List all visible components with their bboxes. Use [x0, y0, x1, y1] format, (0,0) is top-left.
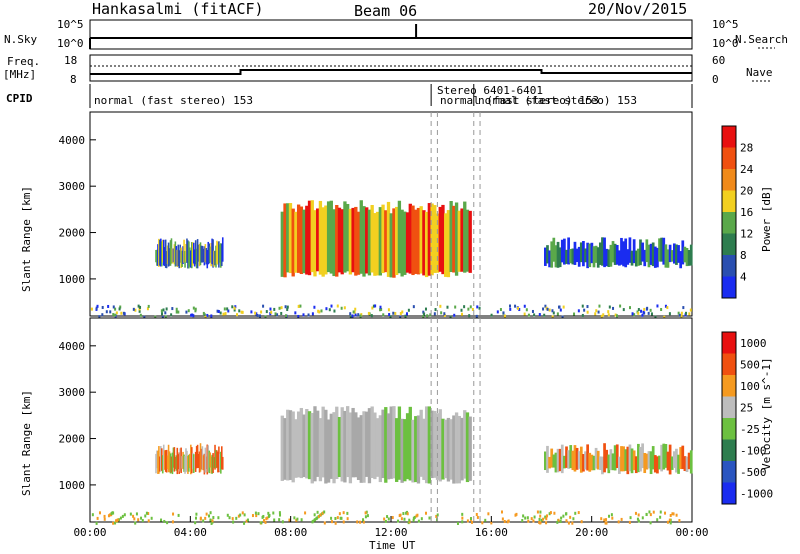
power-colorbar-seg-3: [722, 233, 736, 255]
xtick-label-2: 08:00: [274, 526, 307, 539]
power-colorbar-seg-5: [722, 190, 736, 212]
velocity-ytick-label-1000: 1000: [59, 479, 86, 492]
power-echo-region-2: [280, 200, 472, 278]
velocity-ytick-label-3000: 3000: [59, 386, 86, 399]
xtick-label-4: 16:00: [475, 526, 508, 539]
power-colorbar-seg-7: [722, 147, 736, 169]
freq-tick-bottom: 8: [70, 73, 77, 86]
x-axis-title: Time UT: [369, 539, 416, 552]
power-colorbar-frame: [721, 125, 737, 299]
freq-panel: [89, 54, 693, 82]
nsearch-label: N.Search: [735, 33, 788, 46]
velocity-colorbar-seg-5: [722, 396, 736, 418]
xtick-label-5: 20:00: [575, 526, 608, 539]
power-colorbar-tick-5: 20: [740, 185, 753, 198]
power-colorbar-seg-1: [722, 276, 736, 298]
velocity-colorbar-seg-1: [722, 482, 736, 504]
velocity-colorbar-tick-5: -25: [740, 423, 760, 436]
cpid-label-1: normal (fast stereo) 153: [94, 94, 253, 107]
velocity-echo-region-3: [544, 443, 693, 475]
freq-unit-label: [MHz]: [3, 68, 37, 81]
colorbar-title-velocity: Velocity [m s^-1]: [760, 357, 773, 470]
cpid-label-4: normal (fast stereo) 153: [478, 94, 637, 107]
power-colorbar-seg-6: [722, 169, 736, 191]
nsearch-tick-bottom: 10^0: [712, 37, 739, 50]
nave-tick-bottom: 0: [712, 73, 719, 86]
velocity-colorbar-tick-8: -1000: [740, 487, 773, 500]
velocity-ytick-label-4000: 4000: [59, 340, 86, 353]
velocity-colorbar-seg-4: [722, 418, 736, 440]
freq-trace: [90, 69, 692, 75]
velocity-colorbar-seg-8: [722, 332, 736, 354]
velocity-colorbar-tick-3: 100: [740, 380, 760, 393]
xtick-label-6: 00:00: [675, 526, 708, 539]
freq-tick-top: 18: [64, 54, 78, 67]
power-colorbar-tick-2: 8: [740, 249, 747, 262]
power-colorbar-seg-2: [722, 255, 736, 277]
velocity-colorbar-seg-2: [722, 461, 736, 483]
velocity-echo-region-2: [280, 406, 472, 484]
date-title: 20/Nov/2015: [588, 0, 688, 18]
station-title: Hankasalmi (fitACF): [92, 0, 264, 18]
y-axis-title-power: Slant Range [km]: [20, 186, 33, 292]
velocity-colorbar-tick-4: 25: [740, 401, 753, 414]
power-colorbar-tick-1: 4: [740, 271, 747, 284]
velocity-near-range-echoes: [91, 510, 681, 525]
power-near-range-echoes: [90, 304, 692, 319]
power-colorbar-tick-4: 16: [740, 206, 753, 219]
power-echo-region-3: [544, 237, 693, 269]
velocity-echo-region-1: [155, 443, 224, 475]
power-ytick-label-2000: 2000: [59, 227, 86, 240]
velocity-colorbar-seg-7: [722, 353, 736, 375]
power-colorbar-tick-6: 24: [740, 163, 754, 176]
cpid-label: CPID: [6, 92, 33, 105]
power-ytick-label-3000: 3000: [59, 180, 86, 193]
power-colorbar-tick-7: 28: [740, 142, 753, 155]
beam-title: Beam 06: [354, 2, 418, 20]
power-ytick-label-1000: 1000: [59, 273, 86, 286]
cpid-label-3: normal (fast stereo) 153: [440, 94, 599, 107]
velocity-colorbar-tick-7: -500: [740, 466, 767, 479]
velocity-colorbar-tick-6: -100: [740, 444, 767, 457]
power-echo-region-1: [155, 237, 224, 269]
freq-label: Freq.: [7, 55, 41, 68]
nsky-tick-bottom: 10^0: [57, 37, 84, 50]
velocity-colorbar-seg-3: [722, 439, 736, 461]
nsky-panel: [89, 19, 693, 50]
power-colorbar-seg-4: [722, 212, 736, 234]
power-colorbar-seg-8: [722, 126, 736, 148]
nave-tick-top: 60: [712, 54, 726, 67]
xtick-label-3: 12:00: [374, 526, 407, 539]
cpid-label-2: Stereo 6401-6401: [437, 84, 543, 97]
nsearch-tick-top: 10^5: [712, 18, 739, 31]
velocity-colorbar-tick-2: 500: [740, 358, 760, 371]
velocity-colorbar-tick-1: 1000: [740, 337, 767, 350]
velocity-colorbar-frame: [721, 331, 737, 505]
velocity-colorbar-seg-6: [722, 375, 736, 397]
velocity-ytick-label-2000: 2000: [59, 433, 86, 446]
nsky-tick-top: 10^5: [57, 18, 84, 31]
y-axis-title-velocity: Slant Range [km]: [20, 390, 33, 496]
nsky-label: N.Sky: [4, 33, 38, 46]
colorbar-title-power: Power [dB]: [760, 185, 773, 252]
power-ytick-label-4000: 4000: [59, 134, 86, 147]
xtick-label-1: 04:00: [174, 526, 207, 539]
nave-label: Nave: [746, 66, 773, 79]
xtick-label-0: 00:00: [73, 526, 106, 539]
power-colorbar-tick-3: 12: [740, 228, 753, 241]
